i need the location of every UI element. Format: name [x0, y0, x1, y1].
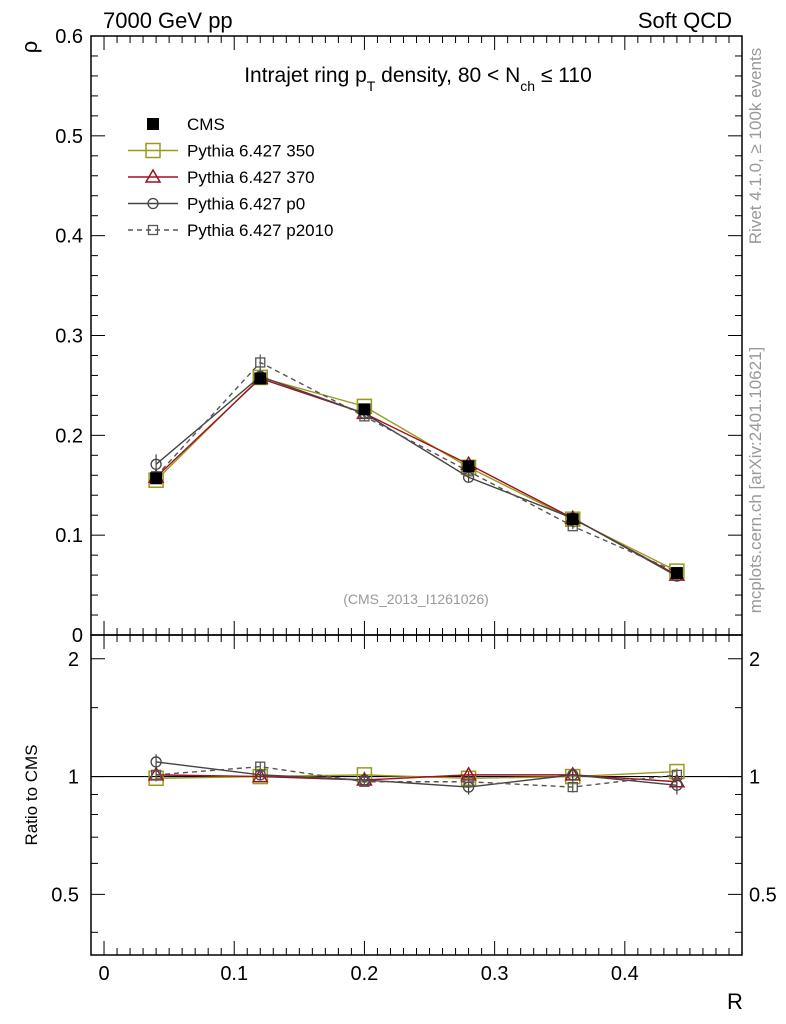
header-right: Soft QCD: [638, 8, 732, 33]
ratio-series-2-point: [567, 769, 579, 781]
ratio-series-2-line: [156, 761, 677, 788]
x-tick-label: 0.4: [611, 963, 639, 985]
title-suffix: ≤ 110: [535, 64, 592, 87]
series-1-line: [155, 377, 678, 576]
ratio-series-3-line: [156, 765, 677, 788]
legend-marker: [147, 224, 159, 236]
ratio-tick-label-right: 0.5: [749, 884, 777, 906]
cms-data-point: [358, 403, 371, 416]
y-tick-label: 0.4: [55, 226, 83, 248]
title-middle: density, 80 < N: [375, 64, 520, 87]
cms-data-point: [670, 567, 683, 580]
legend-marker: [145, 142, 161, 159]
legend-marker: [144, 168, 162, 183]
legend-entry-0: CMS: [147, 115, 225, 134]
legend-label: Pythia 6.427 p2010: [187, 221, 334, 240]
x-tick-label: 0.2: [351, 963, 379, 985]
ratio-series-3-point: [359, 776, 370, 787]
ratio-layer: [147, 754, 686, 795]
x-tick-label: 0.1: [220, 963, 248, 985]
tick-labels: 0 0.1 0.2 0.3 0.4 0 0.1 0.2 0.3 0.4 0.5 0.6 0.5 0.5 1 1…: [51, 26, 777, 985]
mcplots-label: mcplots.cern.ch [arXiv:2401.10621]: [746, 347, 765, 613]
x-axis-label: R: [727, 989, 743, 1014]
ratio-tick-label-right: 1: [749, 767, 760, 789]
ratio-series-3-point: [150, 769, 162, 781]
ratio-series-3-point: [463, 776, 474, 787]
legend-entry-3: Pythia 6.427 p0: [128, 195, 305, 214]
ratio-series-3-point: [567, 781, 578, 793]
cms-data-point: [462, 460, 475, 473]
ratio-series-3-point: [671, 769, 683, 781]
legend-label: Pythia 6.427 350: [187, 142, 315, 161]
ratio-series-2-point: [150, 756, 162, 768]
legend-label: Pythia 6.427 p0: [187, 195, 305, 214]
ratio-plot-frame: [90, 634, 743, 956]
ratio-y-axis-label: Ratio to CMS: [22, 744, 41, 845]
ratio-series-2-point: [671, 779, 683, 791]
series-3-point: [255, 357, 266, 368]
ratio-tick-label: 1: [68, 767, 79, 789]
legend-entry-1: Pythia 6.427 350: [128, 142, 315, 161]
ratio-tick-label: 0.5: [51, 884, 79, 906]
legend-marker: [147, 118, 159, 130]
title-prefix-sub: T: [367, 78, 376, 94]
cms-data-point: [150, 472, 163, 485]
y-tick-label: 0.2: [55, 425, 83, 447]
ratio-series-2: [150, 754, 683, 795]
legend-marker: [147, 197, 159, 210]
ratio-series-3-point: [255, 761, 266, 772]
legend-label: CMS: [187, 115, 225, 134]
analysis-watermark: (CMS_2013_I1261026): [343, 591, 489, 607]
cms-data: [150, 372, 683, 580]
rivet-version-label: Rivet 4.1.0, ≥ 100k events: [746, 48, 765, 244]
chart-title: Intrajet ring pT density, 80 < Nch ≤ 110: [244, 64, 592, 94]
y-tick-label: 0.3: [55, 326, 83, 348]
y-tick-label: 0.1: [55, 525, 83, 547]
series-2-point: [150, 458, 162, 470]
series-3-line: [155, 361, 678, 573]
legend-entry-4: Pythia 6.427 p2010: [128, 221, 334, 240]
y-tick-label: 0.6: [55, 26, 83, 48]
series-2-line: [155, 375, 678, 577]
legend-entry-2: Pythia 6.427 370: [128, 168, 315, 187]
series-3: [150, 354, 683, 578]
cms-data-point: [566, 513, 579, 526]
ratio-tick-label: 2: [68, 649, 79, 671]
legend: CMS Pythia 6.427 350 Pythia 6.427 370 Pythi…: [128, 115, 334, 240]
axis-ticks: [90, 35, 742, 955]
title-prefix: Intrajet ring p: [244, 64, 367, 87]
ratio-tick-label-right: 2: [749, 649, 760, 671]
x-tick-label: 0: [98, 963, 109, 985]
y-tick-label: 0: [72, 625, 83, 647]
x-tick-label: 0.3: [481, 963, 509, 985]
series-2: [150, 368, 683, 582]
header-left: 7000 GeV pp: [103, 8, 233, 33]
y-axis-label: ρ: [17, 41, 42, 54]
title-middle-sub: ch: [520, 78, 535, 94]
series-0: [148, 369, 685, 579]
series-layer: [147, 354, 686, 582]
y-tick-label: 0.5: [55, 126, 83, 148]
ratio-series-3: [150, 761, 683, 793]
series-0-line: [155, 376, 678, 572]
cms-data-point: [254, 372, 267, 385]
legend-label: Pythia 6.427 370: [187, 168, 315, 187]
